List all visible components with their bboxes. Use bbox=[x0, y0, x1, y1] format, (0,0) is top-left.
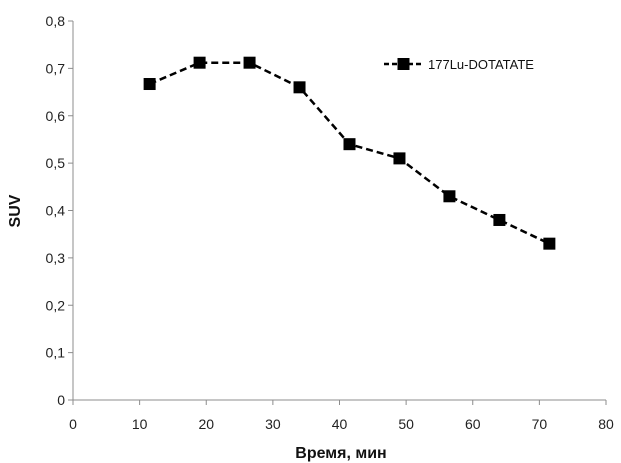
x-tick-label: 60 bbox=[465, 416, 481, 432]
plot-area bbox=[143, 56, 556, 250]
x-tick-label: 0 bbox=[69, 416, 77, 432]
data-point bbox=[493, 213, 506, 226]
data-point bbox=[243, 56, 256, 69]
data-point bbox=[293, 81, 306, 94]
data-point bbox=[193, 56, 206, 69]
x-axis: 0 10 20 30 40 50 60 70 80 bbox=[69, 399, 614, 432]
data-point bbox=[443, 190, 456, 203]
x-tick-label: 80 bbox=[598, 416, 614, 432]
y-axis-title: SUV bbox=[7, 194, 24, 227]
x-tick-label: 50 bbox=[398, 416, 414, 432]
data-point bbox=[143, 78, 156, 91]
x-tick-label: 20 bbox=[198, 416, 214, 432]
y-tick-label: 0,5 bbox=[46, 155, 66, 171]
y-axis: 0 0,1 0,2 0,3 0,4 0,5 0,6 0,7 0,8 bbox=[46, 13, 74, 408]
x-tick-label: 30 bbox=[265, 416, 281, 432]
y-tick-label: 0 bbox=[57, 392, 65, 408]
y-tick-label: 0,2 bbox=[46, 297, 66, 313]
legend: 177Lu-DOTATATE bbox=[384, 57, 534, 72]
x-tick-label: 70 bbox=[532, 416, 548, 432]
x-axis-title: Время, мин bbox=[295, 445, 386, 462]
data-point bbox=[543, 237, 556, 250]
y-tick-label: 0,6 bbox=[46, 108, 66, 124]
y-tick-label: 0,3 bbox=[46, 250, 66, 266]
data-point bbox=[343, 138, 356, 151]
legend-label: 177Lu-DOTATATE bbox=[428, 57, 534, 72]
y-tick-label: 0,1 bbox=[46, 345, 66, 361]
legend-marker bbox=[397, 58, 410, 70]
y-tick-label: 0,4 bbox=[46, 203, 66, 219]
y-tick-label: 0,8 bbox=[46, 13, 66, 29]
x-tick-label: 40 bbox=[332, 416, 348, 432]
x-tick-label: 10 bbox=[132, 416, 148, 432]
data-point bbox=[393, 152, 406, 165]
series-line bbox=[149, 61, 550, 245]
y-tick-label: 0,7 bbox=[46, 60, 66, 76]
